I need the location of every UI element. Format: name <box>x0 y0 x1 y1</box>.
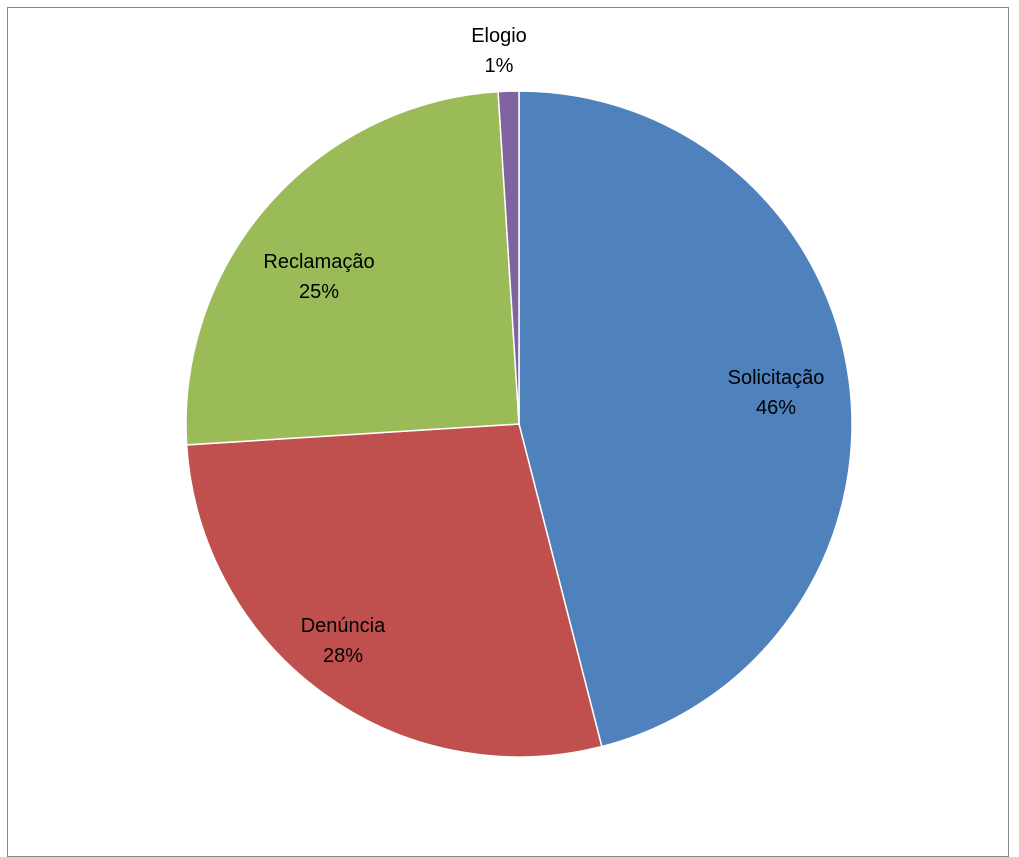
slice-label-reclamacao: Reclamação <box>263 251 374 273</box>
pie-slice-elogio <box>497 90 520 425</box>
slice-label-elogio: Elogio <box>471 25 527 47</box>
slice-percent-denuncia: 28% <box>323 645 363 667</box>
pie-labels: Solicitação 46% Denúncia 28% Reclamação 25% El… <box>263 25 824 667</box>
pie-slice-solicitacao <box>518 90 853 748</box>
slice-label-denuncia: Denúncia <box>301 615 386 637</box>
slice-percent-solicitacao: 46% <box>756 397 796 419</box>
pie-slice-denuncia <box>185 423 603 758</box>
slice-percent-reclamacao: 25% <box>299 281 339 303</box>
slice-percent-elogio: 1% <box>485 55 514 77</box>
pie-slice-reclamacao <box>185 90 520 446</box>
slice-label-solicitacao: Solicitação <box>728 367 825 389</box>
pie-slices <box>185 90 853 758</box>
pie-chart: Solicitação 46% Denúncia 28% Reclamação 25% El… <box>185 25 853 758</box>
